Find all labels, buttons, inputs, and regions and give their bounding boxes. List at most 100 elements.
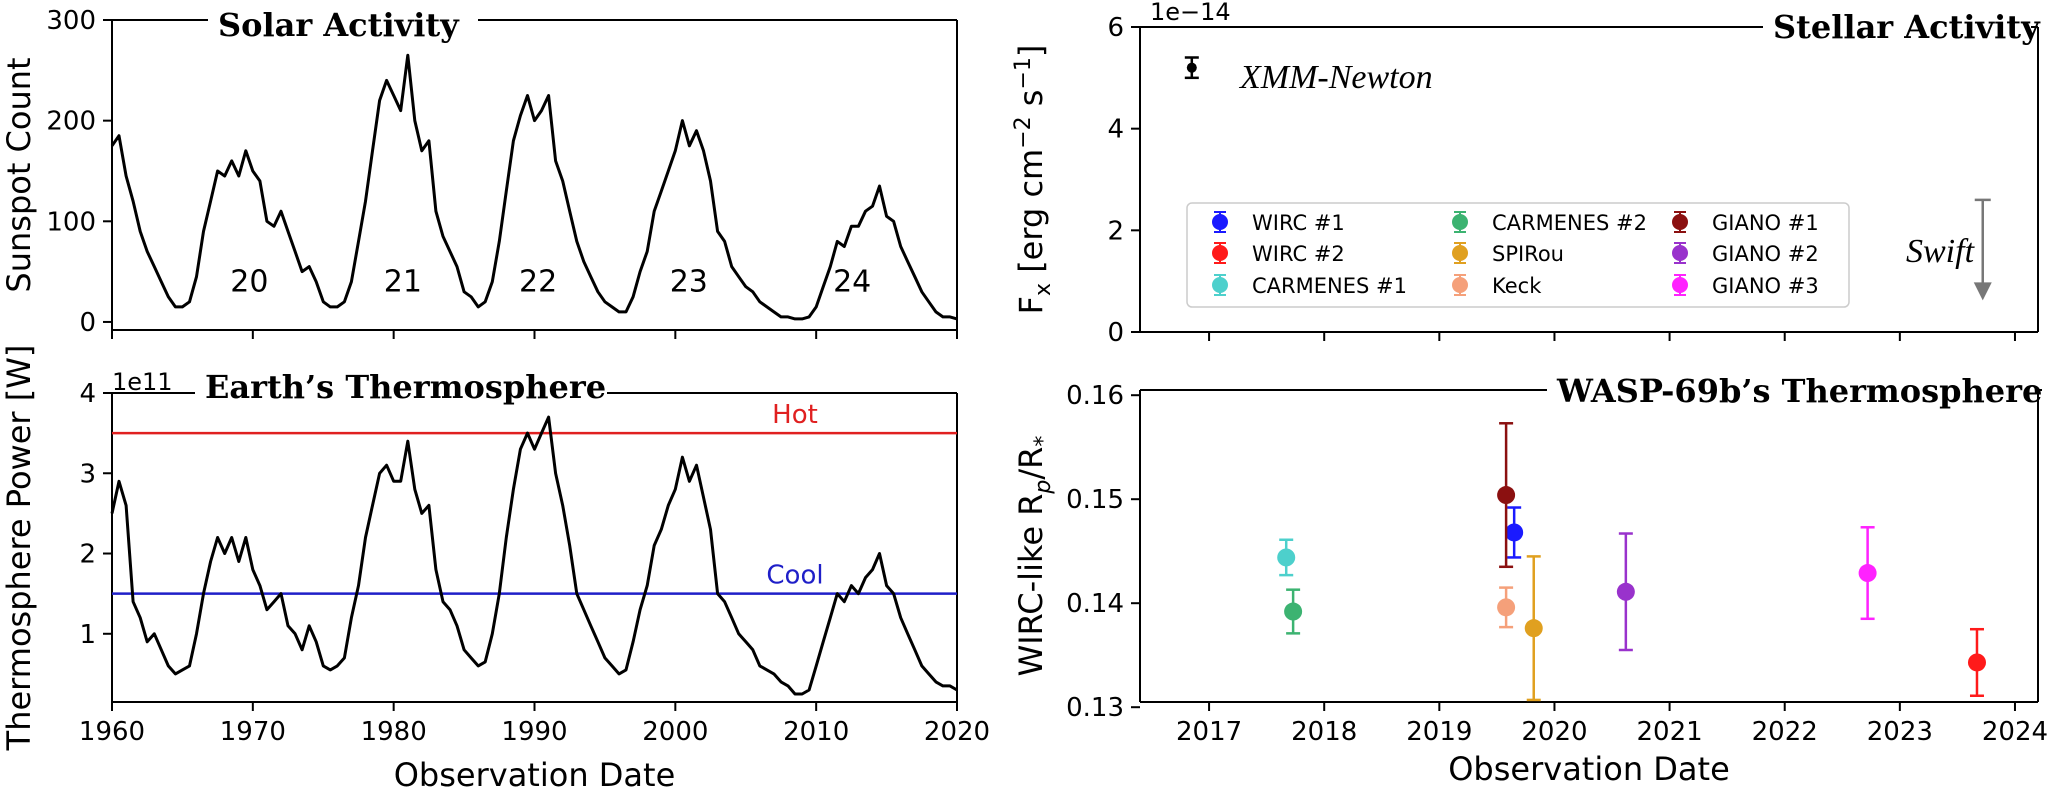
data-point [1497,598,1516,617]
xmm-annotation: XMM-Newton [1238,59,1433,96]
y-tick-label: 6 [1107,13,1124,43]
legend-marker [1452,277,1468,293]
y-tick-label: 0.14 [1066,589,1124,619]
legend: WIRC #1 WIRC #2 CARMENES #1 CARMENES #2 SPIR… [1186,202,1850,308]
data-point [1277,548,1296,567]
x-tick-label: 2019 [1406,717,1472,747]
x-axis-label: Observation Date [394,756,676,794]
legend-label: GIANO #1 [1712,211,1819,235]
legend-marker [1212,277,1228,293]
y-axis-label-part: /R [1012,447,1050,480]
legend-marker [1452,245,1468,261]
x-axis-label: Observation Date [1448,750,1730,788]
y-axis-label: WIRC-like Rp/R* [1012,436,1056,677]
y-tick-label: 4 [1107,115,1124,145]
x-tick-label: 2024 [1982,717,2048,747]
cycle-label: 24 [833,265,871,300]
hline-label: Cool [766,561,823,591]
data-point [1524,619,1543,638]
x-tick-label: 2018 [1291,717,1357,747]
x-tick-label: 1980 [361,717,427,747]
cycle-label: 23 [670,265,708,300]
legend-label: CARMENES #1 [1252,274,1407,298]
legend-label: Keck [1492,274,1542,298]
x-tick-label: 1960 [79,717,145,747]
y-axis-label-part: * [1031,436,1056,447]
x-tick-label: 2020 [924,717,990,747]
legend-label: CARMENES #2 [1492,211,1647,235]
hline-label: Hot [772,400,818,430]
y-axis-label-part: p [1031,480,1056,495]
chart-title: WASP-69b’s Thermosphere [1556,372,2042,410]
y-axis-label-part: −2 [1011,116,1036,148]
legend-marker [1672,277,1688,293]
x-tick-label: 2017 [1176,717,1242,747]
legend-marker [1452,214,1468,230]
x-tick-label: 2010 [783,717,849,747]
y-tick-label: 200 [46,107,96,137]
y-tick-label: 2 [79,540,96,570]
y-axis-label-part: s [1012,90,1050,117]
earth-thermosphere-panel: Earth’s Thermosphere 1e11 1960 1970 1980 1990… [0,345,990,794]
chart-title: Stellar Activity [1773,8,2041,46]
legend-marker [1672,214,1688,230]
y-axis-label: Fx [erg cm−2 s−1] [1011,45,1056,315]
legend-label: WIRC #1 [1252,211,1345,235]
legend-marker [1212,214,1228,230]
data-point [1284,602,1303,621]
y-axis-label-part: [erg cm [1012,149,1050,283]
y-multiplier: 1e11 [112,368,173,396]
legend-label: SPIRou [1492,242,1564,266]
legend-label: GIANO #3 [1712,274,1819,298]
legend-label: WIRC #2 [1252,242,1345,266]
y-axis-label: Sunspot Count [0,57,38,292]
data-point [1858,564,1877,583]
y-tick-label: 0.15 [1066,485,1124,515]
y-axis-label-part: −1 [1011,57,1036,89]
y-tick-label: 0 [1107,318,1124,348]
y-multiplier: 1e−14 [1150,0,1231,26]
chart-title: Earth’s Thermosphere [205,368,606,406]
legend-label: GIANO #2 [1712,242,1819,266]
xmm-point [1186,62,1197,73]
stellar-activity-panel: Stellar Activity 1e−14 0 2 4 6 XMM-Newton Swift… [1011,0,2041,348]
cycle-label: 22 [519,265,557,300]
data-point [1497,486,1516,505]
legend-marker [1672,245,1688,261]
chart-title: Solar Activity [218,6,460,44]
y-tick-label: 0.16 [1066,381,1124,411]
data-point [1616,582,1635,601]
solar-activity-panel: Solar Activity 0 100 200 300 20 21 22 23 24 Sunspo… [0,6,958,339]
y-axis-label-part: x [1031,283,1056,296]
y-axis-label-part: ] [1012,45,1050,57]
data-point [1505,523,1524,542]
y-axis-label-part: WIRC-like R [1012,494,1050,677]
x-tick-label: 2000 [642,717,708,747]
cycle-label: 21 [384,265,422,300]
y-tick-label: 0.13 [1066,693,1124,723]
x-tick-label: 1990 [501,717,567,747]
x-tick-label: 2022 [1752,717,1818,747]
legend-marker [1212,245,1228,261]
x-tick-label: 2021 [1637,717,1703,747]
y-tick-label: 100 [46,207,96,237]
sunspot-series-line [110,53,958,321]
y-tick-label: 2 [1107,216,1124,246]
y-tick-label: 0 [79,308,96,338]
y-tick-label: 4 [79,379,96,409]
y-axis-label-part: F [1012,296,1050,314]
cycle-label: 20 [230,265,268,300]
swift-arrow-head [1973,282,1992,301]
y-axis-label: Thermosphere Power [W] [0,345,38,752]
power-series-line [110,415,958,696]
swift-annotation: Swift [1906,233,1976,270]
y-tick-label: 1 [79,620,96,650]
y-tick-label: 300 [46,6,96,36]
wasp69b-thermosphere-panel: WASP-69b’s Thermosphere 2017 2018 2019 2020 2… [1012,372,2048,788]
x-tick-label: 2023 [1867,717,1933,747]
data-point [1967,653,1986,672]
x-tick-label: 1970 [220,717,286,747]
y-tick-label: 3 [79,459,96,489]
x-tick-label: 2020 [1521,717,1587,747]
